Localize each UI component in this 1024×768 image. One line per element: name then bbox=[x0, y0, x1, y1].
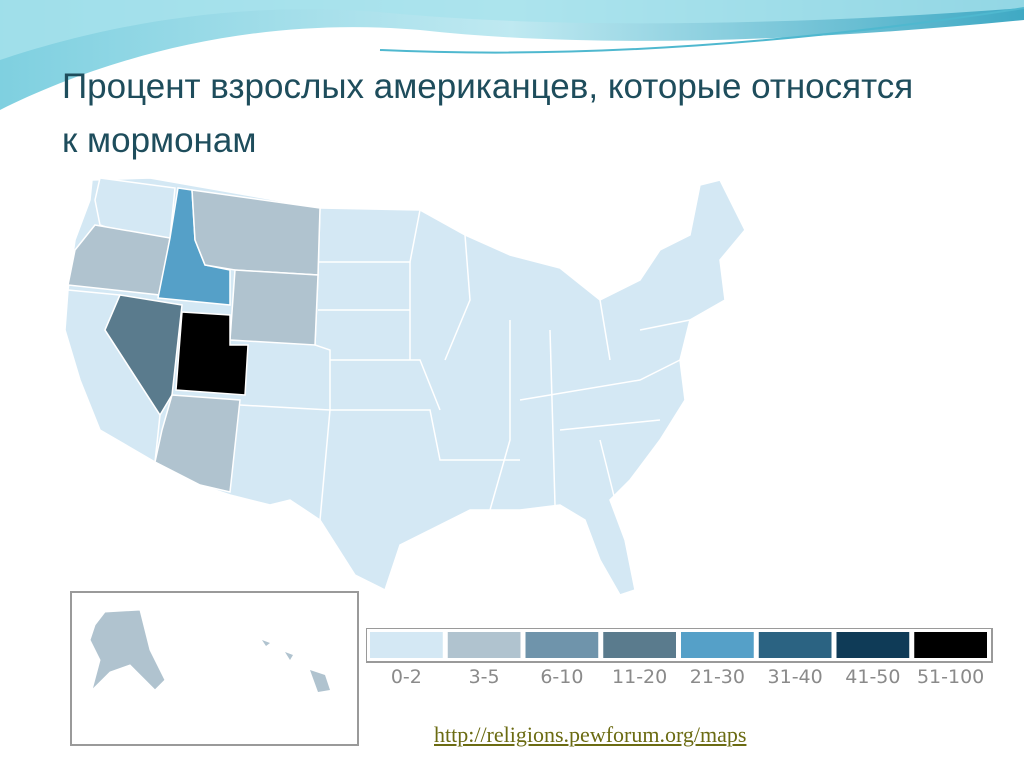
source-link[interactable]: http://religions.pewforum.org/maps bbox=[434, 722, 747, 747]
legend-swatch bbox=[681, 632, 754, 658]
legend-swatch bbox=[758, 632, 832, 658]
state-borders bbox=[239, 207, 691, 521]
legend-label: 11-20 bbox=[612, 666, 667, 688]
state bbox=[175, 311, 249, 396]
us-map bbox=[64, 177, 746, 596]
state bbox=[67, 224, 171, 296]
header-wave bbox=[0, 0, 1024, 110]
header-line bbox=[379, 7, 1024, 54]
legend-label: 31-40 bbox=[768, 666, 823, 688]
legend-label: 0-2 bbox=[391, 666, 422, 688]
legend-swatch bbox=[525, 632, 599, 658]
state bbox=[104, 294, 183, 417]
legend-label: 21-30 bbox=[690, 666, 745, 688]
legend-swatch bbox=[603, 632, 676, 658]
legend-swatch bbox=[914, 632, 987, 658]
legend-swatch bbox=[370, 632, 443, 658]
legend-label: 51-100 bbox=[917, 666, 984, 688]
legend-swatch bbox=[836, 632, 910, 658]
header-wave bbox=[0, 0, 1024, 60]
state bbox=[154, 394, 241, 493]
legend-swatch bbox=[447, 632, 521, 658]
legend-label: 3-5 bbox=[469, 666, 500, 688]
legend-label: 41-50 bbox=[845, 666, 900, 688]
state bbox=[191, 189, 321, 276]
legend-label: 6-10 bbox=[540, 666, 583, 688]
alaska bbox=[89, 609, 166, 692]
legend: 0-2 3-5 6-10 11-20 21-30 31-40 41-50 51-100 bbox=[366, 628, 993, 688]
slide-title: Процент взрослых американцев, которые от… bbox=[62, 67, 914, 160]
state bbox=[229, 269, 319, 346]
hawaii bbox=[262, 640, 330, 692]
